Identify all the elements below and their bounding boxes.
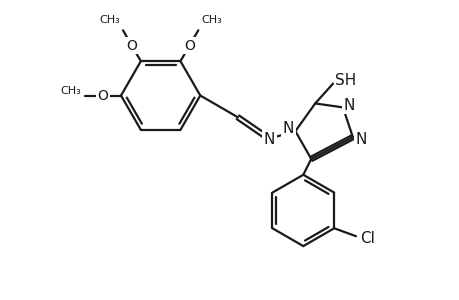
- Text: N: N: [263, 132, 275, 147]
- Text: N: N: [354, 132, 366, 147]
- Text: CH₃: CH₃: [99, 15, 120, 25]
- Text: CH₃: CH₃: [61, 85, 81, 96]
- Text: SH: SH: [335, 73, 356, 88]
- Text: O: O: [97, 88, 108, 103]
- Text: N: N: [342, 98, 354, 113]
- Text: O: O: [126, 39, 137, 53]
- Text: O: O: [184, 39, 195, 53]
- Text: CH₃: CH₃: [201, 15, 222, 25]
- Text: Cl: Cl: [360, 231, 375, 246]
- Text: N: N: [282, 121, 293, 136]
